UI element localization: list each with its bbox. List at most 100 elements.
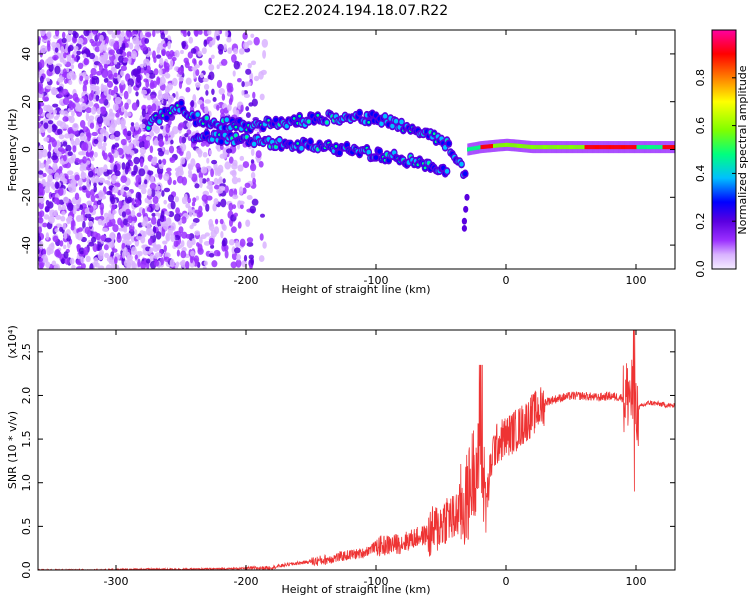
ridge-peak: [245, 135, 249, 139]
noise-speck: [48, 62, 54, 72]
noise-speck: [222, 178, 226, 184]
ridge-peak: [298, 114, 301, 118]
noise-speck: [95, 233, 101, 241]
noise-speck: [180, 157, 186, 165]
y-tick-label: 0.0: [20, 561, 33, 579]
colorbar-ticks: 0.0 0.2 0.4 0.6 0.8: [694, 69, 736, 278]
noise-speck: [178, 76, 184, 82]
noise-speck: [129, 149, 135, 156]
noise-speck: [216, 104, 220, 111]
noise-speck: [131, 69, 138, 78]
noise-speck: [80, 214, 84, 222]
noise-speck: [120, 80, 125, 85]
ridge-blob-core: [224, 117, 229, 123]
noise-speck: [91, 75, 99, 80]
noise-speck: [103, 244, 109, 251]
noise-speck: [175, 261, 180, 268]
noise-speck: [120, 118, 126, 127]
noise-speck: [93, 138, 99, 145]
ridge-peak: [432, 132, 436, 136]
noise-speck: [152, 156, 158, 162]
noise-speck: [115, 264, 120, 269]
noise-speck: [245, 68, 252, 75]
noise-speck: [38, 151, 44, 160]
noise-speck: [105, 264, 112, 269]
noise-speck: [88, 241, 95, 247]
noise-speck: [60, 258, 66, 265]
noise-speck: [145, 72, 150, 79]
x-tick-label: 100: [626, 575, 647, 588]
ridge-core: [600, 145, 603, 150]
noise-speck: [104, 217, 110, 224]
ridge-core: [522, 144, 525, 149]
noise-speck: [120, 65, 127, 72]
noise-speck: [109, 193, 114, 203]
noise-speck: [170, 139, 174, 145]
noise-speck: [60, 215, 66, 222]
noise-speck: [165, 232, 169, 242]
noise-speck: [82, 156, 87, 164]
noise-speck: [39, 59, 45, 69]
noise-speck: [65, 144, 72, 152]
noise-speck: [51, 260, 57, 266]
noise-speck: [185, 150, 192, 160]
noise-speck: [88, 52, 96, 60]
noise-speck: [55, 223, 63, 228]
noise-speck: [45, 85, 52, 90]
noise-speck: [159, 76, 166, 85]
noise-speck: [156, 76, 161, 86]
noise-speck: [109, 134, 115, 140]
noise-speck: [164, 252, 170, 258]
noise-speck: [108, 73, 115, 80]
noise-speck: [246, 195, 253, 200]
noise-speck: [98, 98, 105, 104]
noise-speck: [113, 130, 121, 138]
noise-speck: [189, 254, 194, 264]
noise-speck: [99, 34, 104, 42]
noise-speck: [141, 89, 148, 95]
noise-speck: [62, 116, 69, 122]
noise-speck: [142, 182, 148, 189]
noise-speck: [197, 150, 203, 158]
spectrogram-x-ticks: -300 -200 -100 0 100: [104, 30, 647, 287]
noise-speck: [111, 175, 117, 184]
noise-speck: [112, 224, 119, 233]
noise-speck: [201, 194, 209, 202]
noise-speck: [201, 47, 207, 55]
noise-speck: [150, 175, 155, 185]
noise-speck: [241, 80, 245, 88]
noise-speck: [164, 210, 169, 215]
noise-speck: [144, 179, 148, 185]
noise-speck: [192, 197, 197, 203]
noise-speck: [251, 198, 259, 206]
noise-speck: [63, 52, 67, 59]
noise-speck: [154, 202, 160, 211]
noise-speck: [101, 145, 107, 153]
noise-speck: [226, 82, 231, 92]
noise-speck: [188, 65, 194, 72]
noise-speck: [231, 252, 238, 261]
noise-speck: [218, 87, 226, 95]
noise-speck: [62, 141, 68, 147]
noise-speck: [58, 199, 65, 205]
noise-speck: [104, 180, 111, 185]
noise-speck: [161, 228, 166, 237]
noise-speck: [178, 122, 186, 128]
noise-speck: [125, 42, 129, 48]
noise-speck: [121, 211, 127, 218]
noise-speck: [149, 182, 157, 190]
colorbar-tick-label: 0.0: [694, 260, 707, 278]
noise-speck: [187, 51, 193, 59]
noise-speck: [110, 89, 115, 96]
noise-speck: [166, 167, 172, 172]
noise-speck: [261, 38, 269, 48]
ridge-blob-core: [463, 171, 468, 177]
noise-speck: [74, 96, 80, 103]
noise-speck: [146, 206, 152, 212]
noise-speck: [252, 177, 256, 185]
noise-speck: [58, 204, 62, 209]
noise-speck: [62, 244, 67, 250]
noise-speck: [61, 210, 66, 216]
noise-speck: [154, 244, 161, 249]
noise-speck: [72, 145, 77, 153]
